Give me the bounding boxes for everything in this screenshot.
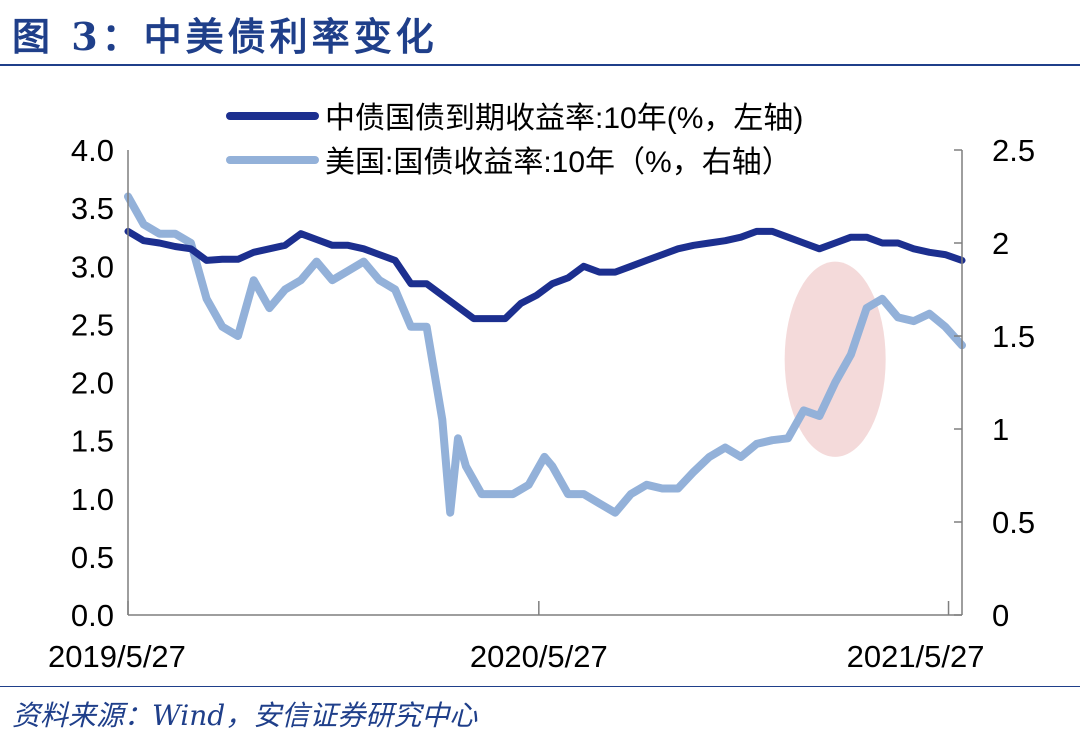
y-right-tick-label: 0.5 — [992, 505, 1035, 540]
y-left-tick-label: 0.5 — [71, 540, 114, 575]
series-line-cn-10y — [124, 227, 966, 323]
y-left-tick-label: 2.0 — [71, 366, 114, 401]
y-left-tick-label: 1.0 — [71, 482, 114, 517]
y-right-tick-label: 0 — [992, 598, 1009, 633]
y-right-tick-label: 2 — [992, 226, 1009, 261]
legend-label-cn: 中债国债到期收益率:10年(%，左轴) — [325, 102, 803, 135]
y-left-tick-label: 3.5 — [71, 191, 114, 226]
y-left-tick-label: 1.5 — [71, 424, 114, 459]
source-note: 资料来源：Wind，安信证券研究中心 — [12, 699, 478, 732]
title-rule — [0, 64, 1080, 66]
x-tick-label: 2021/5/27 — [847, 639, 985, 674]
y-left-tick-label: 2.5 — [71, 307, 114, 342]
y-left-tick-label: 4.0 — [71, 133, 114, 168]
y-right-tick-label: 1.5 — [992, 319, 1035, 354]
y-left-tick-label: 3.0 — [71, 249, 114, 284]
source-rule — [0, 686, 1080, 687]
figure-title: 图 3：中美债利率变化 — [12, 14, 438, 59]
highlight-ellipse — [784, 261, 886, 457]
y-right-tick-label: 2.5 — [992, 133, 1035, 168]
y-left-tick-label: 0.0 — [71, 598, 114, 633]
series-line-us-10y — [124, 192, 966, 517]
legend-label-us: 美国:国债收益率:10年（%，右轴） — [325, 146, 792, 179]
x-tick-label: 2020/5/27 — [470, 639, 608, 674]
y-right-tick-label: 1 — [992, 412, 1009, 447]
x-tick-label: 2019/5/27 — [48, 639, 186, 674]
